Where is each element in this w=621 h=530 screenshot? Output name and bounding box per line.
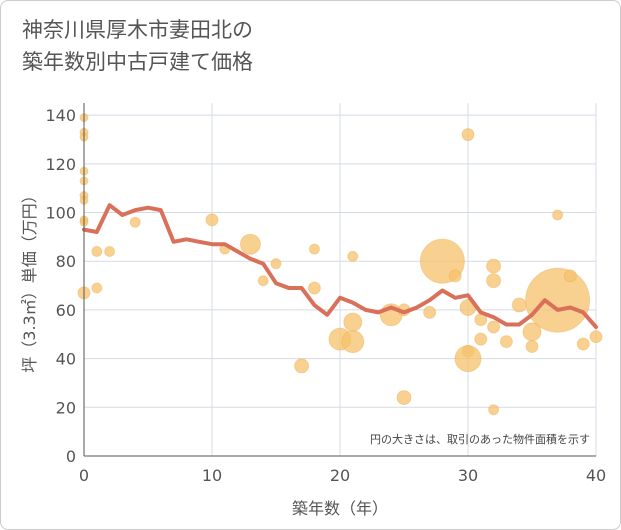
y-tick-label: 20 (56, 398, 76, 417)
data-point (270, 258, 282, 270)
data-point (396, 390, 412, 406)
data-point (486, 273, 502, 289)
y-tick-label: 40 (56, 350, 76, 369)
data-point (343, 312, 363, 332)
y-tick-label: 80 (56, 252, 76, 271)
chart-title: 神奈川県厚木市妻田北の 築年数別中古戸建て価格 (22, 14, 253, 78)
y-tick-label: 0 (66, 447, 76, 466)
data-point (448, 269, 462, 283)
y-tick-label: 60 (56, 301, 76, 320)
x-axis-title: 築年数（年） (292, 499, 388, 518)
data-point (563, 269, 577, 283)
data-point (104, 246, 116, 258)
data-point (589, 330, 603, 344)
x-tick-label: 0 (79, 466, 89, 485)
data-point (511, 297, 527, 313)
data-point (205, 213, 219, 227)
data-point (552, 209, 564, 221)
data-point (91, 246, 103, 258)
x-tick-label: 30 (458, 466, 478, 485)
data-point (91, 282, 103, 294)
y-axis-title: 坪（3.3㎡）単価（万円） (20, 187, 39, 372)
data-point (486, 258, 502, 274)
data-point (307, 281, 321, 295)
data-point (129, 216, 141, 228)
y-tick-label: 120 (45, 155, 76, 174)
bubble-size-note: 円の大きさは、取引のあった物件面積を示す (370, 432, 590, 446)
data-point (576, 337, 590, 351)
data-point (525, 267, 591, 333)
chart-title-line-1: 神奈川県厚木市妻田北の (22, 18, 253, 42)
data-point (487, 320, 501, 334)
data-point (461, 128, 475, 142)
data-point (454, 345, 482, 373)
data-point (499, 335, 513, 349)
chart-title-line-2: 築年数別中古戸建て価格 (22, 50, 253, 74)
data-point (239, 233, 261, 255)
x-tick-label: 20 (330, 466, 350, 485)
data-point (294, 358, 310, 374)
data-point (525, 339, 539, 353)
data-point (257, 275, 269, 287)
data-point (474, 332, 488, 346)
data-point (423, 305, 437, 319)
average-price-line (82, 203, 598, 329)
y-tick-label: 140 (45, 106, 76, 125)
data-point (308, 243, 320, 255)
x-tick-label: 40 (586, 466, 606, 485)
data-point (341, 330, 365, 354)
data-point (347, 250, 359, 262)
data-point (488, 404, 500, 416)
x-tick-label: 10 (202, 466, 222, 485)
y-tick-label: 100 (45, 204, 76, 223)
